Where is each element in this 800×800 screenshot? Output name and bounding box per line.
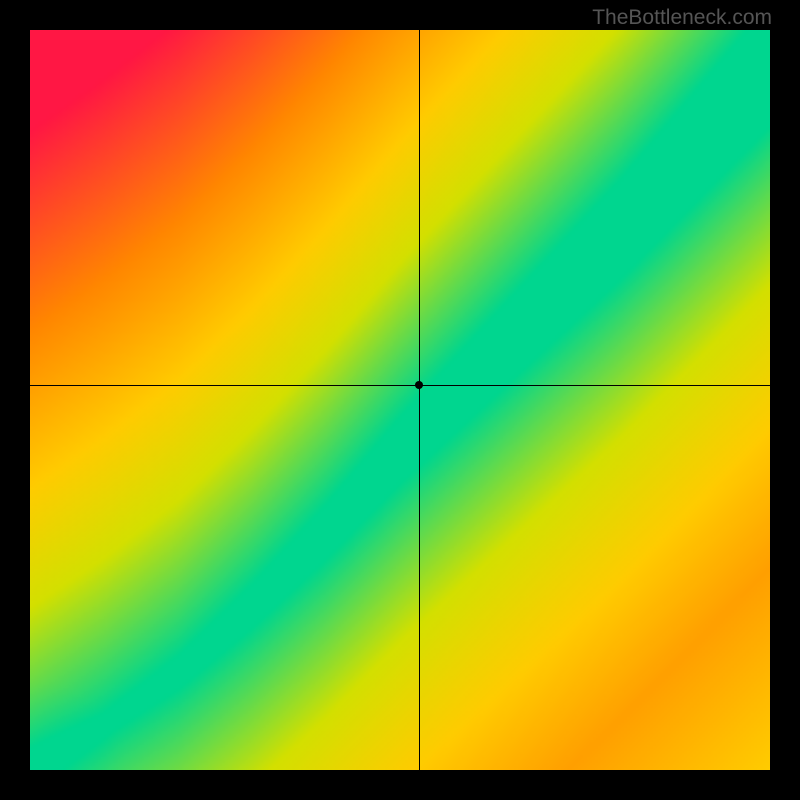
watermark-text: TheBottleneck.com: [592, 6, 772, 30]
heatmap-plot-area: [30, 30, 770, 770]
data-point-marker: [415, 381, 423, 389]
heatmap-canvas: [30, 30, 770, 770]
crosshair-horizontal: [30, 385, 770, 386]
crosshair-vertical: [419, 30, 420, 770]
